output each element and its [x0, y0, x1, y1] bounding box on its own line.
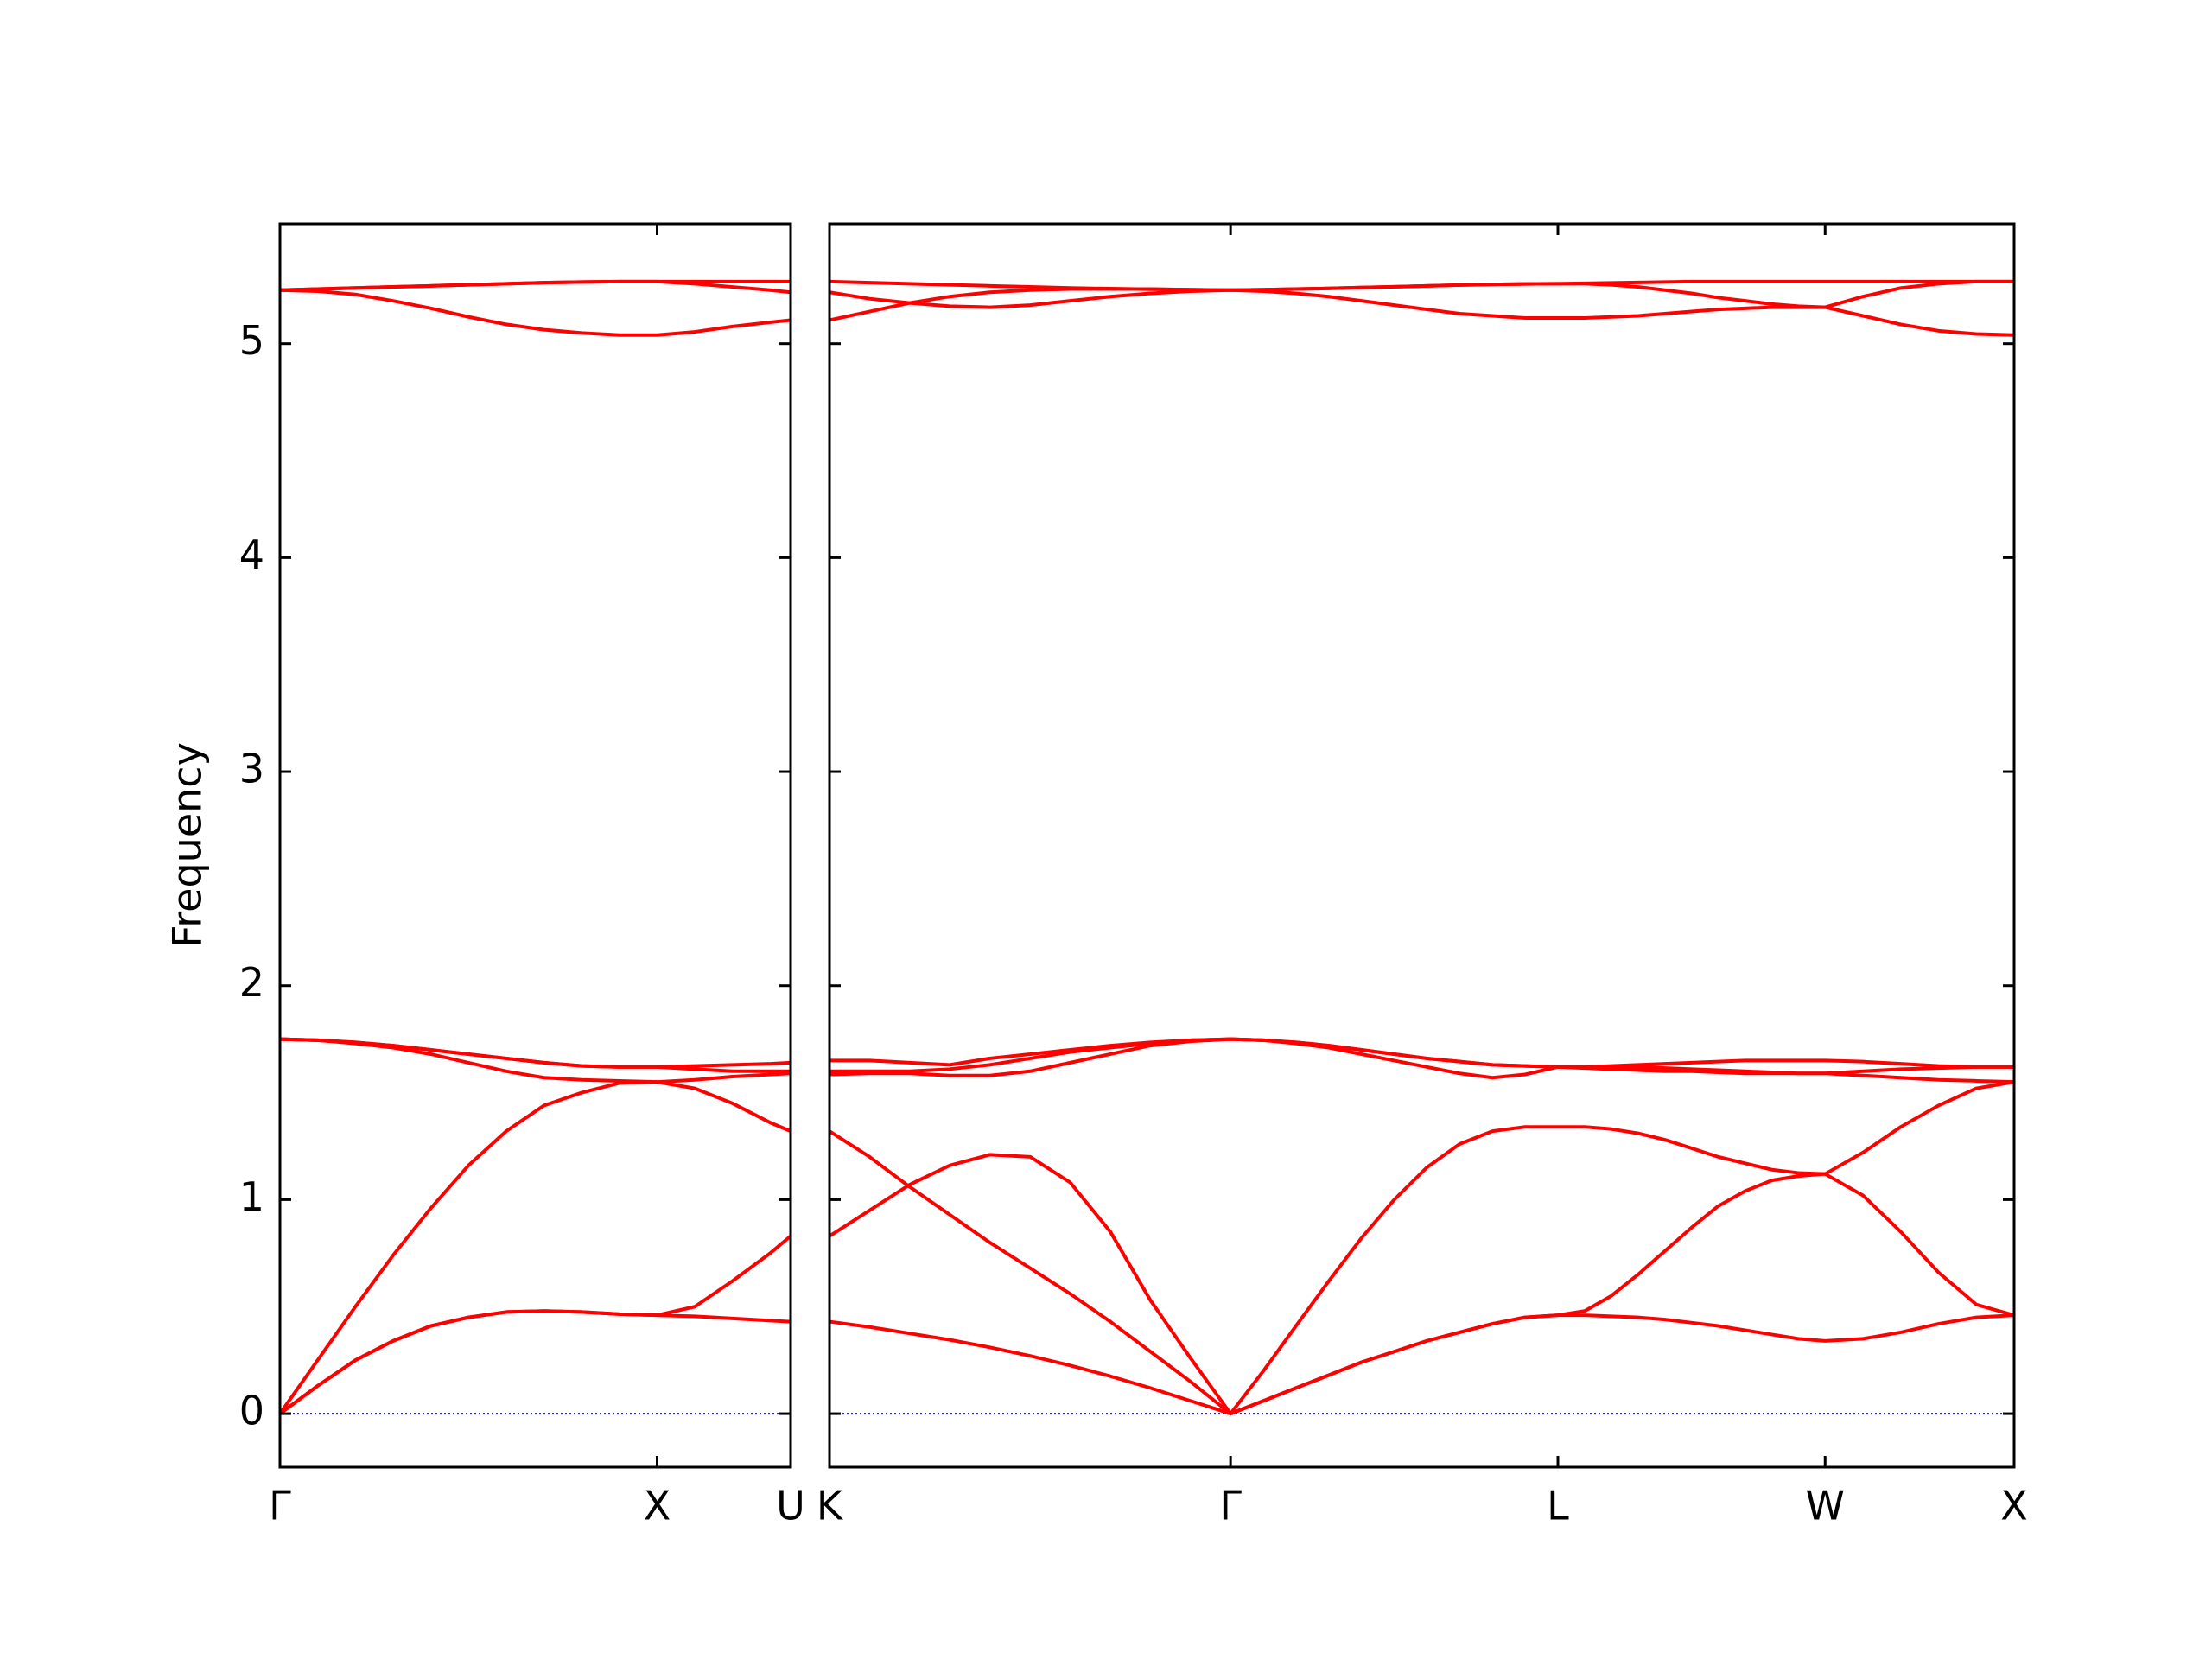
y-tick-label: 0	[239, 1388, 264, 1434]
band-line	[829, 1313, 2015, 1416]
band-line	[279, 1037, 791, 1069]
x-tick-label: Γ	[1219, 1483, 1242, 1529]
band-line	[278, 1309, 791, 1415]
y-tick-label: 1	[239, 1173, 264, 1220]
x-tick-label: U	[776, 1483, 805, 1529]
band-line	[279, 288, 791, 337]
band-line	[829, 287, 2015, 337]
band-line	[828, 1080, 2015, 1416]
x-tick-label: W	[1806, 1483, 1845, 1529]
y-tick-label: 2	[239, 959, 264, 1006]
y-tick-label: 3	[239, 746, 264, 792]
x-tick-label: Γ	[269, 1483, 291, 1529]
band-line	[278, 1080, 791, 1415]
band-line	[830, 1037, 2014, 1069]
x-tick-label: L	[1547, 1483, 1569, 1529]
band-line	[279, 279, 791, 292]
y-tick-label: 5	[239, 317, 264, 364]
y-axis-label: Frequency	[164, 742, 211, 948]
band-line	[278, 1234, 792, 1415]
y-tick-label: 4	[239, 531, 264, 578]
x-tick-label: K	[817, 1483, 844, 1529]
plot-frame	[278, 222, 792, 1469]
band-line	[828, 1153, 2015, 1416]
x-tick-label: X	[644, 1483, 671, 1529]
plot-frame	[828, 222, 2016, 1469]
x-tick-label: X	[2000, 1483, 2028, 1529]
band-line	[829, 279, 2014, 292]
